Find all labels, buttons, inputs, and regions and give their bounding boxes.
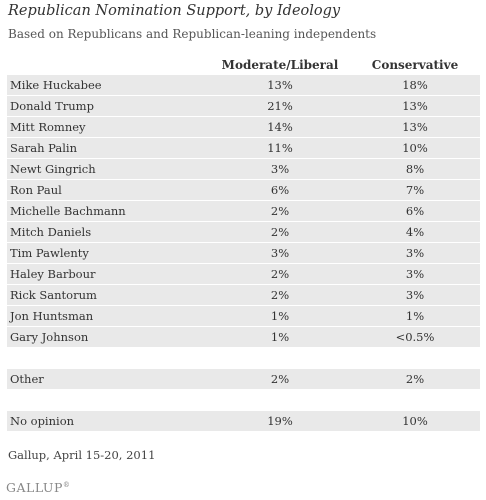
- gallup-logo: GALLUP®: [6, 480, 70, 495]
- cell-conservative: 4%: [350, 221, 480, 243]
- table-row: Tim Pawlenty 3% 3%: [7, 242, 480, 264]
- registered-mark: ®: [62, 480, 71, 489]
- row-label: Jon Huntsman: [7, 305, 210, 327]
- column-header-conservative: Conservative: [371, 58, 459, 72]
- cell-conservative: 1%: [350, 305, 480, 327]
- row-label: Sarah Palin: [7, 137, 210, 159]
- row-label: [7, 389, 210, 411]
- cell-conservative: 8%: [350, 158, 480, 180]
- table-row: Mitt Romney 14% 13%: [7, 116, 480, 138]
- cell-conservative: 13%: [350, 95, 480, 117]
- cell-conservative: 10%: [350, 410, 480, 432]
- table-row: Mitch Daniels 2% 4%: [7, 221, 480, 243]
- table-row: No opinion 19% 10%: [7, 410, 480, 432]
- cell-conservative: 3%: [350, 263, 480, 285]
- cell-moderate-liberal: 2%: [210, 368, 350, 390]
- row-label: Mitt Romney: [7, 116, 210, 138]
- row-label: Donald Trump: [7, 95, 210, 117]
- table-row: Other 2% 2%: [7, 368, 480, 390]
- cell-moderate-liberal: 14%: [210, 116, 350, 138]
- table-body: Mike Huckabee 13% 18% Donald Trump 21% 13% Mit…: [7, 75, 480, 432]
- header-row: Moderate/Liberal Conservative: [7, 55, 480, 75]
- table-row: Rick Santorum 2% 3%: [7, 284, 480, 306]
- row-label: [7, 347, 210, 369]
- cell-conservative: 7%: [350, 179, 480, 201]
- cell-conservative: 18%: [350, 75, 480, 96]
- row-label: Other: [7, 368, 210, 390]
- spacer-row: [7, 347, 480, 369]
- cell-conservative: 13%: [350, 116, 480, 138]
- cell-moderate-liberal: 13%: [210, 75, 350, 96]
- cell-moderate-liberal: 2%: [210, 221, 350, 243]
- table-row: Newt Gingrich 3% 8%: [7, 158, 480, 180]
- row-label: Mike Huckabee: [7, 75, 210, 96]
- cell-conservative: [350, 389, 480, 411]
- cell-moderate-liberal: 11%: [210, 137, 350, 159]
- cell-moderate-liberal: 1%: [210, 305, 350, 327]
- row-label: Tim Pawlenty: [7, 242, 210, 264]
- cell-moderate-liberal: 2%: [210, 200, 350, 222]
- table-row: Gary Johnson 1% <0.5%: [7, 326, 480, 348]
- source-note: Gallup, April 15-20, 2011: [8, 448, 156, 462]
- cell-moderate-liberal: 19%: [210, 410, 350, 432]
- cell-conservative: 6%: [350, 200, 480, 222]
- row-label: Rick Santorum: [7, 284, 210, 306]
- row-label: Ron Paul: [7, 179, 210, 201]
- cell-moderate-liberal: 2%: [210, 284, 350, 306]
- cell-moderate-liberal: [210, 347, 350, 369]
- row-label: No opinion: [7, 410, 210, 432]
- logo-text: GALLUP: [6, 480, 63, 495]
- cell-moderate-liberal: 1%: [210, 326, 350, 348]
- table-row: Haley Barbour 2% 3%: [7, 263, 480, 285]
- chart-subtitle: Based on Republicans and Republican-lean…: [8, 27, 377, 41]
- cell-conservative: 3%: [350, 284, 480, 306]
- cell-conservative: [350, 347, 480, 369]
- table-row: Donald Trump 21% 13%: [7, 95, 480, 117]
- table-row: Sarah Palin 11% 10%: [7, 137, 480, 159]
- table-row: Michelle Bachmann 2% 6%: [7, 200, 480, 222]
- table-row: Jon Huntsman 1% 1%: [7, 305, 480, 327]
- row-label: Gary Johnson: [7, 326, 210, 348]
- chart-title: Republican Nomination Support, by Ideolo…: [8, 3, 341, 19]
- cell-moderate-liberal: 2%: [210, 263, 350, 285]
- column-header-name: [7, 55, 210, 75]
- cell-moderate-liberal: 21%: [210, 95, 350, 117]
- cell-conservative: 2%: [350, 368, 480, 390]
- spacer-row: [7, 389, 480, 411]
- cell-conservative: <0.5%: [350, 326, 480, 348]
- row-label: Mitch Daniels: [7, 221, 210, 243]
- table-row: Mike Huckabee 13% 18%: [7, 75, 480, 96]
- cell-moderate-liberal: [210, 389, 350, 411]
- cell-conservative: 10%: [350, 137, 480, 159]
- cell-moderate-liberal: 6%: [210, 179, 350, 201]
- cell-moderate-liberal: 3%: [210, 242, 350, 264]
- cell-moderate-liberal: 3%: [210, 158, 350, 180]
- column-header-moderate-liberal: Moderate/Liberal: [221, 58, 339, 72]
- table-row: Ron Paul 6% 7%: [7, 179, 480, 201]
- results-table: Moderate/Liberal Conservative Mike Hucka…: [7, 55, 480, 432]
- row-label: Michelle Bachmann: [7, 200, 210, 222]
- row-label: Haley Barbour: [7, 263, 210, 285]
- row-label: Newt Gingrich: [7, 158, 210, 180]
- cell-conservative: 3%: [350, 242, 480, 264]
